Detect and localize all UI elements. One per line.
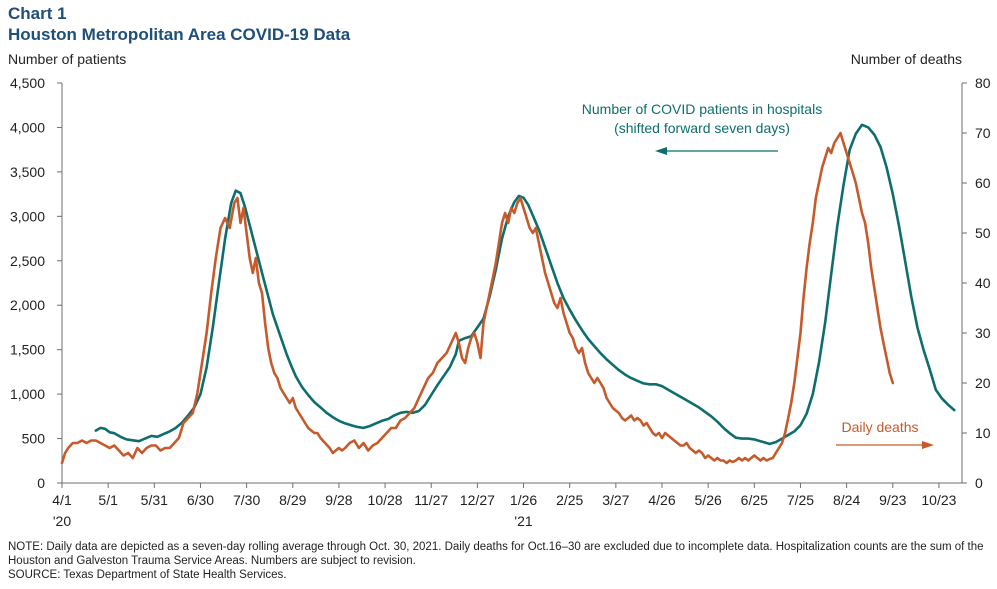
x-tick-label: 1/26	[510, 492, 537, 508]
x-tick-label: 7/30	[233, 492, 260, 508]
right-tick-label: 70	[975, 125, 991, 141]
x-tick-label: 7/25	[787, 492, 814, 508]
x-tick-label: 5/31	[141, 492, 168, 508]
series-layer	[60, 123, 956, 465]
x-tick-year-label: '21	[514, 513, 532, 529]
left-tick-label: 0	[37, 475, 45, 491]
right-tick-label: 30	[975, 325, 991, 341]
deaths-annotation: Daily deaths	[841, 419, 918, 435]
x-tick-label: 8/29	[279, 492, 306, 508]
right-tick-label: 20	[975, 375, 991, 391]
x-tick-label: 9/23	[879, 492, 906, 508]
axes: 05001,0001,5002,0002,5003,0003,5004,0004…	[10, 75, 991, 529]
right-tick-label: 60	[975, 175, 991, 191]
left-tick-label: 500	[22, 431, 46, 447]
left-axis-title: Number of patients	[8, 51, 126, 67]
hospital-arrow-icon	[655, 147, 778, 155]
x-tick-label: 6/30	[187, 492, 214, 508]
left-tick-label: 2,500	[10, 253, 45, 269]
x-tick-label: 8/24	[833, 492, 860, 508]
right-tick-label: 10	[975, 425, 991, 441]
x-tick-label: 5/26	[695, 492, 722, 508]
right-tick-label: 80	[975, 75, 991, 91]
hospital-patients-line	[94, 123, 956, 446]
source-text: SOURCE: Texas Department of State Health…	[8, 569, 287, 581]
right-tick-label: 50	[975, 225, 991, 241]
chart-label: Chart 1	[8, 4, 67, 23]
x-tick-label: 2/25	[556, 492, 583, 508]
daily-deaths-line	[60, 131, 895, 465]
x-tick-label: 6/25	[741, 492, 768, 508]
x-tick-label: 10/23	[921, 492, 956, 508]
left-tick-label: 4,500	[10, 75, 45, 91]
right-tick-label: 0	[975, 475, 983, 491]
left-tick-label: 1,000	[10, 386, 45, 402]
x-tick-year-label: '20	[53, 513, 71, 529]
footer-notes: NOTE: Daily data are depicted as a seven…	[8, 540, 993, 582]
chart-area: Number of patients Number of deaths 0500…	[8, 51, 991, 529]
chart-title: Houston Metropolitan Area COVID-19 Data	[8, 25, 351, 44]
x-tick-label: 4/26	[648, 492, 675, 508]
x-tick-label: 4/1	[52, 492, 72, 508]
left-tick-label: 1,500	[10, 342, 45, 358]
x-tick-label: 11/27	[414, 492, 448, 508]
x-tick-label: 12/27	[460, 492, 495, 508]
left-tick-label: 3,000	[10, 208, 45, 224]
x-tick-label: 9/28	[325, 492, 352, 508]
hospital-annotation-line2: (shifted forward seven days)	[614, 120, 790, 136]
x-tick-label: 5/1	[98, 492, 118, 508]
left-tick-label: 3,500	[10, 164, 45, 180]
x-tick-label: 3/27	[602, 492, 629, 508]
deaths-arrow-icon	[836, 441, 934, 449]
left-tick-label: 2,000	[10, 297, 45, 313]
note-text: NOTE: Daily data are depicted as a seven…	[8, 541, 984, 567]
title-block: Chart 1 Houston Metropolitan Area COVID-…	[8, 4, 350, 46]
right-axis-title: Number of deaths	[851, 51, 962, 67]
x-tick-label: 10/28	[368, 492, 403, 508]
left-tick-label: 4,000	[10, 119, 45, 135]
hospital-annotation-line1: Number of COVID patients in hospitals	[582, 101, 822, 117]
right-tick-label: 40	[975, 275, 991, 291]
